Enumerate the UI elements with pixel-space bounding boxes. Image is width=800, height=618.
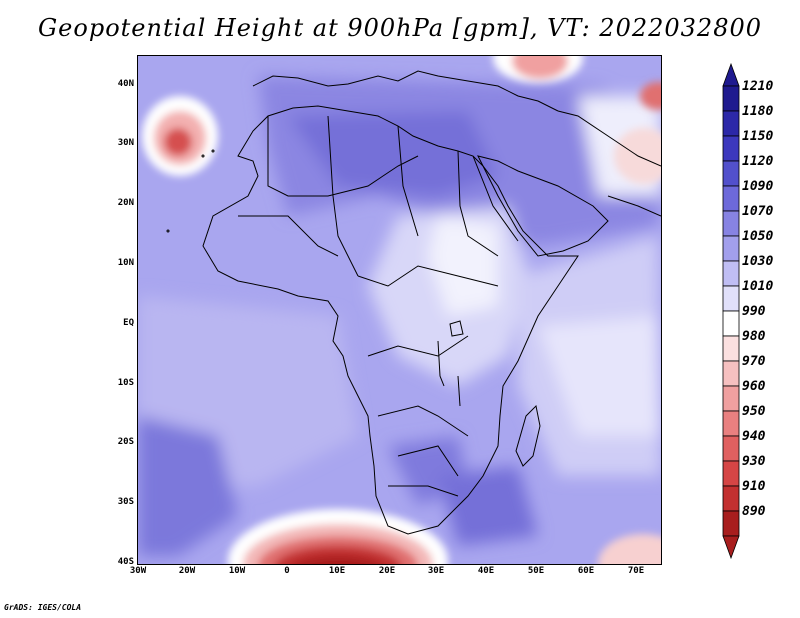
lon-label-30e: 30E: [427, 566, 445, 576]
colorbar-box: [722, 335, 740, 362]
colorbar-level-label: 1070: [742, 204, 774, 219]
lat-label-10s: 10S: [117, 378, 134, 388]
colorbar-box: [722, 210, 740, 237]
lon-label-60e: 60E: [577, 566, 595, 576]
colorbar-box: [722, 410, 740, 437]
lon-label-30w: 30W: [129, 566, 147, 576]
colorbar-box: [722, 185, 740, 212]
colorbar-box: [722, 235, 740, 262]
lat-label-40s: 40S: [117, 557, 134, 567]
colorbar-box: [722, 460, 740, 487]
lon-label-50e: 50E: [527, 566, 545, 576]
map-panel: [137, 55, 662, 565]
colorbar-box: [722, 160, 740, 187]
colorbar-level-label: 980: [742, 329, 766, 344]
colorbar-box: [722, 110, 740, 137]
lon-label-10w: 10W: [228, 566, 246, 576]
colorbar-level-label: 1090: [742, 179, 774, 194]
colorbar-box: [722, 85, 740, 112]
colorbar-level-label: 1150: [742, 129, 774, 144]
lon-label-20e: 20E: [378, 566, 396, 576]
colorbar-box: [722, 485, 740, 512]
lat-label-30n: 30N: [117, 138, 134, 148]
colorbar-box: [722, 360, 740, 387]
lon-label-0: 0: [284, 566, 290, 576]
credit-text: GrADS: IGES/COLA: [4, 603, 82, 612]
colorbar-box: [722, 510, 740, 537]
lon-label-70e: 70E: [627, 566, 645, 576]
colorbar-level-label: 970: [742, 354, 766, 369]
colorbar-level-label: 990: [742, 304, 766, 319]
lon-label-40e: 40E: [477, 566, 495, 576]
colorbar-level-label: 1180: [742, 104, 774, 119]
colorbar-level-label: 890: [742, 504, 766, 519]
colorbar-boxes: [722, 62, 740, 560]
colorbar-level-label: 930: [742, 454, 766, 469]
lon-label-20w: 20W: [178, 566, 196, 576]
colorbar-box: [722, 285, 740, 312]
lon-label-10e: 10E: [328, 566, 346, 576]
colorbar-box: [722, 260, 740, 287]
colorbar-level-label: 950: [742, 404, 766, 419]
colorbar-level-label: 910: [742, 479, 766, 494]
colorbar-level-label: 960: [742, 379, 766, 394]
lat-label-20n: 20N: [117, 198, 134, 208]
colorbar-box: [722, 310, 740, 337]
lat-label-10n: 10N: [117, 258, 134, 268]
colorbar-box: [722, 435, 740, 462]
colorbar-level-label: 1210: [742, 79, 774, 94]
colorbar-level-label: 1050: [742, 229, 774, 244]
colorbar-bottom-arrow: [722, 535, 740, 560]
colorbar-box: [722, 385, 740, 412]
lat-label-40n: 40N: [117, 79, 134, 89]
lat-label-30s: 30S: [117, 497, 134, 507]
height-field-map: [138, 56, 661, 564]
colorbar-top-arrow: [722, 62, 740, 87]
lat-label-eq: EQ: [123, 318, 134, 328]
colorbar-level-label: 940: [742, 429, 766, 444]
lat-label-20s: 20S: [117, 437, 134, 447]
colorbar-level-label: 1010: [742, 279, 774, 294]
plot-title: Geopotential Height at 900hPa [gpm], VT:…: [38, 14, 762, 42]
colorbar-level-label: 1120: [742, 154, 774, 169]
colorbar-level-label: 1030: [742, 254, 774, 269]
colorbar-box: [722, 135, 740, 162]
